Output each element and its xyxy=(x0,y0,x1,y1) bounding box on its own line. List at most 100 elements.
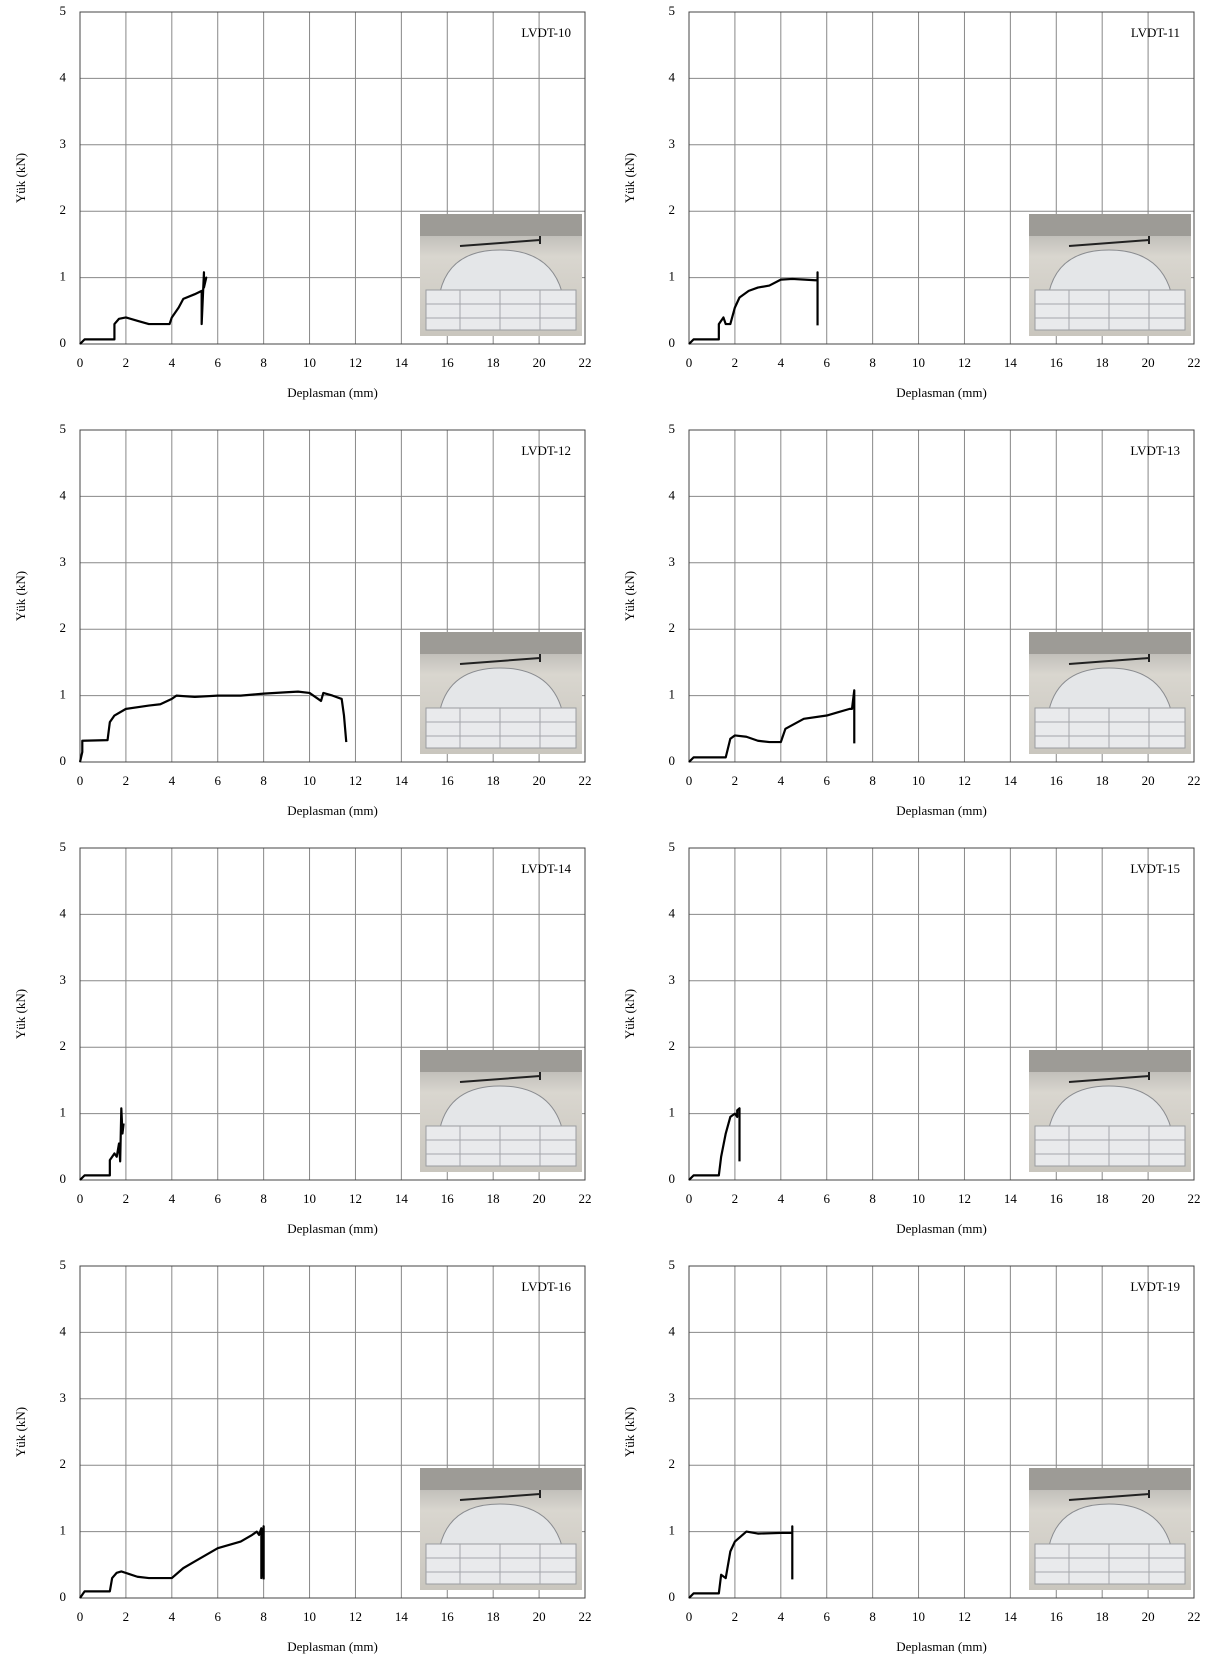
photo-base xyxy=(1035,708,1185,748)
chart-title: LVDT-13 xyxy=(1130,443,1180,458)
y-tick-label: 0 xyxy=(60,335,67,350)
photo-ceiling xyxy=(1029,1468,1191,1490)
x-tick-label: 6 xyxy=(214,1191,221,1206)
x-tick-label: 8 xyxy=(869,773,876,788)
y-tick-label: 2 xyxy=(669,1038,676,1053)
chart-panel: 0246810121416182022012345LVDT-13Deplasma… xyxy=(622,421,1201,818)
y-tick-label: 0 xyxy=(60,753,67,768)
x-tick-label: 10 xyxy=(912,1609,925,1624)
x-tick-label: 2 xyxy=(123,1609,130,1624)
photo-ceiling xyxy=(1029,214,1191,236)
x-axis-label: Deplasman (mm) xyxy=(287,385,378,400)
chart-panel: 0246810121416182022012345LVDT-11Deplasma… xyxy=(622,3,1201,400)
y-tick-label: 0 xyxy=(60,1171,67,1186)
y-tick-label: 4 xyxy=(669,69,676,84)
x-tick-label: 18 xyxy=(487,1609,500,1624)
y-tick-label: 3 xyxy=(60,554,67,569)
x-tick-label: 8 xyxy=(869,355,876,370)
photo-ceiling xyxy=(420,1050,582,1072)
x-tick-label: 22 xyxy=(579,355,592,370)
y-tick-label: 2 xyxy=(60,202,67,217)
x-tick-label: 20 xyxy=(1142,773,1155,788)
photo-base xyxy=(1035,1126,1185,1166)
x-tick-label: 14 xyxy=(395,355,409,370)
x-tick-label: 4 xyxy=(169,1609,176,1624)
y-tick-label: 5 xyxy=(60,1257,67,1272)
y-tick-label: 5 xyxy=(669,839,676,854)
data-line xyxy=(689,1108,740,1180)
y-tick-label: 4 xyxy=(60,69,67,84)
x-tick-label: 16 xyxy=(1050,355,1064,370)
x-tick-label: 22 xyxy=(1188,355,1201,370)
y-tick-label: 4 xyxy=(60,905,67,920)
x-tick-label: 16 xyxy=(441,355,455,370)
y-tick-label: 1 xyxy=(60,1523,67,1538)
y-axis-label: Yük (kN) xyxy=(622,989,637,1039)
y-tick-label: 5 xyxy=(669,3,676,18)
x-tick-label: 2 xyxy=(732,1191,739,1206)
y-tick-label: 2 xyxy=(60,620,67,635)
x-tick-label: 8 xyxy=(260,355,267,370)
x-tick-label: 0 xyxy=(77,1191,84,1206)
x-tick-label: 14 xyxy=(395,773,409,788)
photo-base xyxy=(426,290,576,330)
x-tick-label: 8 xyxy=(260,1609,267,1624)
photo-ceiling xyxy=(420,1468,582,1490)
photo-base xyxy=(1035,1544,1185,1584)
photo-ceiling xyxy=(1029,1050,1191,1072)
x-tick-label: 10 xyxy=(912,355,925,370)
y-tick-label: 5 xyxy=(669,421,676,436)
y-tick-label: 0 xyxy=(669,335,676,350)
x-tick-label: 10 xyxy=(303,1191,316,1206)
x-tick-label: 2 xyxy=(732,773,739,788)
data-line xyxy=(689,690,854,762)
x-tick-label: 18 xyxy=(1096,1191,1109,1206)
y-tick-label: 3 xyxy=(669,554,676,569)
x-tick-label: 16 xyxy=(441,1609,455,1624)
x-axis-label: Deplasman (mm) xyxy=(896,1639,987,1654)
x-tick-label: 0 xyxy=(77,1609,84,1624)
y-tick-label: 4 xyxy=(669,1323,676,1338)
y-tick-label: 5 xyxy=(60,421,67,436)
x-tick-label: 22 xyxy=(579,773,592,788)
photo-inset xyxy=(1029,214,1191,336)
photo-base xyxy=(1035,290,1185,330)
y-axis-label: Yük (kN) xyxy=(13,1407,28,1457)
data-line xyxy=(80,692,346,762)
chart-title: LVDT-10 xyxy=(521,25,571,40)
y-tick-label: 3 xyxy=(669,1390,676,1405)
data-line xyxy=(689,272,818,344)
x-tick-label: 0 xyxy=(686,1609,693,1624)
data-line xyxy=(80,1108,124,1180)
x-tick-label: 0 xyxy=(686,773,693,788)
x-tick-label: 8 xyxy=(869,1191,876,1206)
x-tick-label: 18 xyxy=(487,355,500,370)
y-axis-label: Yük (kN) xyxy=(13,153,28,203)
x-tick-label: 2 xyxy=(732,355,739,370)
x-tick-label: 4 xyxy=(778,1609,785,1624)
x-tick-label: 20 xyxy=(533,1191,546,1206)
y-tick-label: 1 xyxy=(669,269,676,284)
x-tick-label: 20 xyxy=(1142,355,1155,370)
photo-inset xyxy=(1029,1050,1191,1172)
chart-panel: 0246810121416182022012345LVDT-10Deplasma… xyxy=(13,3,592,400)
y-tick-label: 3 xyxy=(60,136,67,151)
x-tick-label: 20 xyxy=(533,355,546,370)
y-axis-label: Yük (kN) xyxy=(13,989,28,1039)
x-tick-label: 18 xyxy=(487,773,500,788)
y-tick-label: 0 xyxy=(669,1171,676,1186)
x-tick-label: 22 xyxy=(579,1609,592,1624)
x-tick-label: 4 xyxy=(778,1191,785,1206)
x-tick-label: 22 xyxy=(1188,1609,1201,1624)
x-tick-label: 14 xyxy=(1004,1609,1018,1624)
data-line xyxy=(80,272,206,344)
x-tick-label: 0 xyxy=(686,1191,693,1206)
x-tick-label: 2 xyxy=(123,1191,130,1206)
y-tick-label: 2 xyxy=(60,1038,67,1053)
x-tick-label: 6 xyxy=(214,355,221,370)
y-tick-label: 0 xyxy=(60,1589,67,1604)
x-axis-label: Deplasman (mm) xyxy=(287,1639,378,1654)
photo-base xyxy=(426,1544,576,1584)
y-tick-label: 5 xyxy=(60,3,67,18)
